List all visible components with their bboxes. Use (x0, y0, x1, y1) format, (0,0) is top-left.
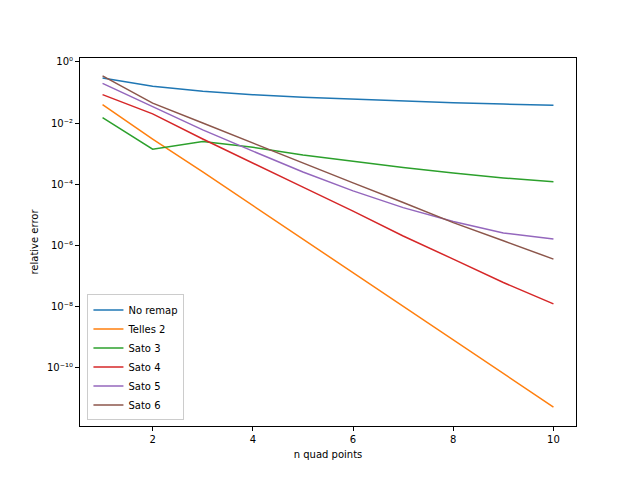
svg-text:Sato 4: Sato 4 (128, 362, 160, 373)
svg-text:10⁻⁸: 10⁻⁸ (51, 301, 73, 312)
svg-text:10⁻¹⁰: 10⁻¹⁰ (47, 362, 73, 373)
svg-text:8: 8 (450, 434, 456, 445)
svg-text:10⁻²: 10⁻² (51, 118, 73, 129)
svg-text:2: 2 (149, 434, 155, 445)
svg-text:10⁰: 10⁰ (56, 56, 73, 67)
svg-text:No remap: No remap (128, 305, 177, 316)
svg-text:Sato 3: Sato 3 (128, 343, 160, 354)
svg-text:4: 4 (250, 434, 256, 445)
svg-text:10: 10 (547, 434, 560, 445)
svg-text:Sato 6: Sato 6 (128, 400, 160, 411)
svg-text:Telles 2: Telles 2 (127, 324, 165, 335)
svg-text:6: 6 (350, 434, 356, 445)
svg-text:10⁻⁴: 10⁻⁴ (51, 179, 73, 190)
svg-text:10⁻⁶: 10⁻⁶ (51, 240, 73, 251)
svg-text:n quad points: n quad points (294, 449, 363, 460)
svg-text:relative error: relative error (29, 209, 40, 275)
svg-text:Sato 5: Sato 5 (128, 381, 160, 392)
